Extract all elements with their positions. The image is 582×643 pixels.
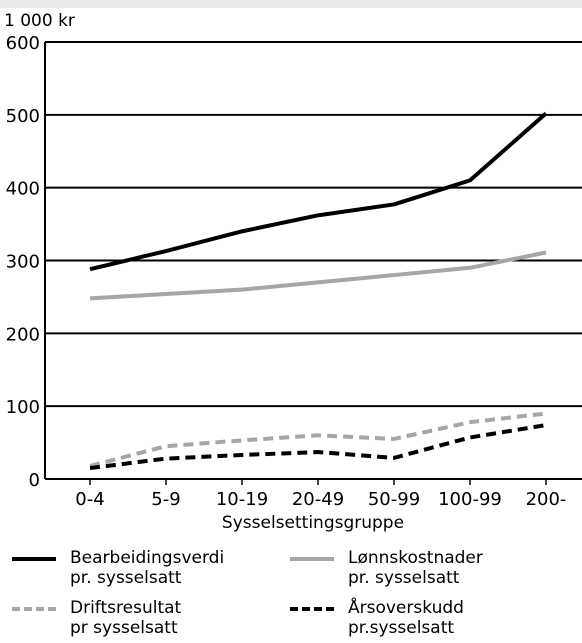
legend-swatch-bearbeidingsverdi — [12, 557, 56, 561]
series-lines — [89, 111, 548, 471]
top-strip — [0, 0, 582, 8]
grid-lines — [45, 41, 582, 408]
legend-label-lonnskostnader-2: pr. sysselsatt — [348, 568, 460, 588]
y-tick-label: 400 — [6, 179, 40, 200]
legend-label-driftsresultat-1: Driftsresultat — [70, 598, 182, 618]
legend-label-bearbeidingsverdi-1: Bearbeidingsverdi — [70, 548, 225, 568]
x-tick-label: 20-49 — [292, 489, 344, 510]
legend-label-lonnskostnader-1: Lønnskostnader — [348, 548, 483, 568]
series-line-lonnskostnader — [89, 250, 547, 301]
y-tick-label: 500 — [6, 106, 40, 127]
y-tick-label: 0 — [29, 470, 40, 491]
x-tick-label: 200- — [526, 489, 567, 510]
y-tick-label: 100 — [6, 397, 40, 418]
series-line-bearbeidingsverdi — [89, 111, 548, 272]
legend-item-arsoverskudd: Årsoverskudd pr.sysselsatt — [290, 598, 520, 640]
series-line-arsoverskudd — [89, 423, 547, 471]
legend-label-arsoverskudd-2: pr.sysselsatt — [348, 618, 455, 638]
x-tick-label: 5-9 — [151, 489, 180, 510]
x-axis-label: Sysselsettingsgruppe — [222, 513, 404, 533]
y-units-label: 1 000 kr — [4, 11, 75, 31]
legend-label-arsoverskudd-1: Årsoverskudd — [348, 598, 464, 618]
x-tick-label: 10-19 — [216, 489, 268, 510]
legend-item-bearbeidingsverdi: Bearbeidingsverdi pr. sysselsatt — [12, 548, 242, 590]
legend-swatch-lonnskostnader — [290, 557, 334, 561]
tick-labels: 0 100 200 300 400 500 600 0-4 5-9 10-19 20-49 50-99… — [4, 11, 566, 533]
x-tick-label: 0-4 — [75, 489, 104, 510]
series-line-driftsresultat — [89, 411, 547, 468]
axes — [44, 42, 582, 485]
legend-swatch-driftsresultat — [12, 607, 56, 611]
y-tick-label: 300 — [6, 252, 40, 273]
x-tick-label: 50-99 — [368, 489, 420, 510]
y-tick-label: 200 — [6, 324, 40, 345]
legend-swatch-arsoverskudd — [290, 607, 334, 611]
legend-label-driftsresultat-2: pr sysselsatt — [70, 618, 178, 638]
legend-label-bearbeidingsverdi-2: pr. sysselsatt — [70, 568, 182, 588]
x-tick-label: 100-99 — [438, 489, 502, 510]
legend-item-lonnskostnader: Lønnskostnader pr. sysselsatt — [290, 548, 520, 590]
legend-item-driftsresultat: Driftsresultat pr sysselsatt — [12, 598, 242, 640]
y-tick-label: 600 — [6, 33, 40, 54]
